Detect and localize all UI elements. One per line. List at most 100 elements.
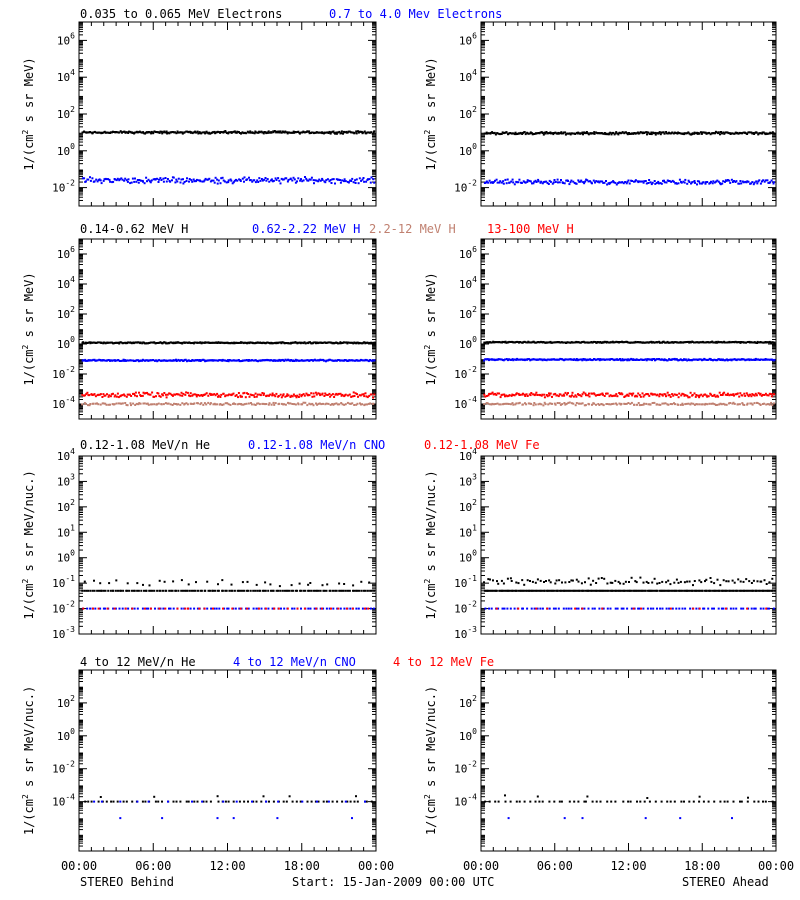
data-point (280, 177, 283, 180)
data-point (300, 178, 302, 181)
data-point (346, 401, 349, 404)
data-point (692, 358, 695, 361)
y-tick-label: 103 (57, 472, 75, 488)
data-point (176, 130, 179, 133)
data-point (750, 395, 753, 398)
data-point (749, 393, 751, 396)
data-point (532, 358, 535, 361)
data-point (705, 589, 708, 592)
data-point (593, 589, 596, 592)
data-point (636, 403, 638, 406)
data-point (608, 395, 611, 398)
data-point (358, 394, 361, 397)
data-point (146, 131, 149, 134)
data-point (567, 180, 569, 182)
data-point (262, 589, 264, 592)
data-point (307, 589, 310, 592)
data-point (343, 403, 346, 406)
data-point (630, 132, 633, 135)
data-point (559, 341, 562, 344)
data-point (337, 607, 340, 610)
data-point (740, 341, 743, 343)
data-point (679, 132, 682, 135)
data-point (372, 607, 375, 610)
data-point (203, 607, 206, 610)
data-point (645, 359, 648, 362)
data-point (529, 394, 532, 397)
data-point (145, 402, 148, 405)
data-point (636, 395, 639, 398)
data-point (257, 402, 260, 405)
data-point (289, 402, 292, 405)
data-point (498, 341, 501, 343)
data-point (175, 360, 178, 362)
data-point (124, 607, 127, 610)
data-point (241, 341, 244, 344)
data-point (352, 589, 354, 592)
data-point (620, 132, 622, 135)
data-point (310, 359, 313, 361)
y-tick-label: 102 (459, 105, 477, 121)
data-point (676, 132, 679, 135)
data-point (323, 589, 326, 592)
data-point (621, 359, 624, 362)
data-point (548, 394, 551, 397)
y-tick-label: 106 (57, 31, 75, 47)
data-point (107, 403, 110, 406)
data-point (201, 180, 204, 183)
data-point (280, 359, 283, 362)
data-point (116, 341, 119, 344)
data-point (678, 392, 681, 395)
data-point (674, 403, 676, 406)
data-point (343, 583, 346, 585)
data-point (81, 589, 84, 592)
data-point (712, 180, 715, 183)
data-point (147, 393, 150, 396)
data-point (678, 132, 681, 134)
data-point (131, 177, 134, 180)
data-point (222, 607, 224, 610)
data-point (147, 359, 150, 362)
data-point (560, 132, 563, 135)
data-point (566, 589, 569, 592)
y-tick-label: 102 (459, 498, 477, 514)
data-point (550, 589, 553, 592)
data-point (247, 402, 250, 405)
data-point (344, 180, 347, 183)
data-point (731, 132, 734, 135)
data-point (575, 358, 578, 360)
data-point (283, 359, 286, 362)
data-point (586, 589, 589, 592)
data-point (751, 132, 754, 135)
data-point (724, 359, 726, 362)
data-point (693, 132, 696, 135)
y-tick-label: 100 (459, 335, 477, 351)
data-point (336, 607, 339, 610)
data-point (582, 391, 585, 394)
data-point (659, 341, 661, 344)
data-point (339, 607, 342, 610)
data-point (258, 177, 261, 180)
data-point (198, 394, 201, 397)
data-point (127, 607, 130, 610)
data-point (310, 176, 313, 179)
data-point (763, 402, 766, 405)
data-point (498, 403, 501, 406)
data-point (646, 589, 649, 592)
data-point (700, 132, 703, 135)
data-point (505, 358, 508, 360)
data-point (335, 131, 338, 134)
data-point (727, 132, 730, 135)
data-point (506, 178, 509, 181)
data-point (615, 403, 618, 406)
data-point (202, 180, 205, 183)
data-point (263, 392, 265, 395)
data-point (333, 396, 336, 398)
data-point (765, 132, 768, 135)
data-point (300, 359, 303, 362)
data-point (643, 180, 646, 183)
data-point (293, 607, 296, 610)
data-point (246, 580, 249, 583)
data-point (328, 392, 331, 395)
data-point (350, 395, 353, 398)
